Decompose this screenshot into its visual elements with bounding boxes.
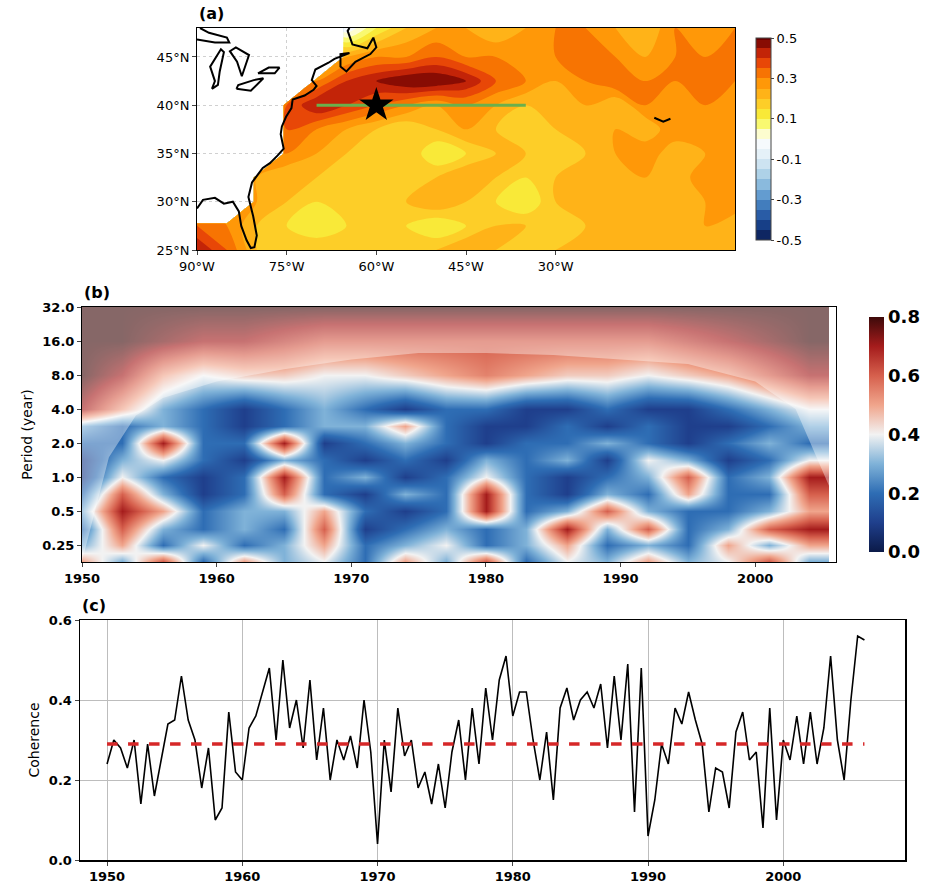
svg-text:0.6: 0.6 (49, 613, 72, 628)
svg-text:45°N: 45°N (157, 50, 190, 65)
svg-text:Period (year): Period (year) (19, 389, 35, 479)
svg-text:0.3: 0.3 (777, 71, 798, 86)
svg-text:-0.3: -0.3 (777, 192, 802, 207)
svg-text:1980: 1980 (495, 869, 531, 884)
svg-text:8.0: 8.0 (51, 368, 74, 383)
svg-text:1980: 1980 (468, 571, 504, 586)
svg-text:30°W: 30°W (538, 259, 574, 274)
svg-text:Coherence: Coherence (26, 702, 42, 777)
svg-text:0.4: 0.4 (49, 693, 72, 708)
svg-text:25°N: 25°N (157, 243, 190, 258)
svg-text:1990: 1990 (602, 571, 638, 586)
svg-text:16.0: 16.0 (42, 334, 74, 349)
svg-text:2000: 2000 (765, 869, 801, 884)
svg-text:2.0: 2.0 (51, 436, 74, 451)
svg-text:0.5: 0.5 (51, 504, 74, 519)
svg-text:45°W: 45°W (448, 259, 484, 274)
svg-text:0.0: 0.0 (49, 853, 72, 868)
svg-text:(b): (b) (84, 283, 110, 302)
svg-text:2000: 2000 (737, 571, 773, 586)
svg-text:32.0: 32.0 (42, 300, 74, 315)
svg-text:-0.5: -0.5 (777, 233, 802, 248)
svg-text:1950: 1950 (64, 571, 100, 586)
svg-text:4.0: 4.0 (51, 402, 74, 417)
svg-text:0.2: 0.2 (888, 483, 920, 504)
svg-text:1950: 1950 (89, 869, 125, 884)
svg-text:-0.1: -0.1 (777, 152, 802, 167)
svg-text:1970: 1970 (359, 869, 395, 884)
svg-text:1970: 1970 (333, 571, 369, 586)
svg-text:0.4: 0.4 (888, 424, 920, 445)
svg-text:(c): (c) (82, 596, 106, 615)
svg-text:0.0: 0.0 (888, 541, 920, 562)
svg-text:60°W: 60°W (358, 259, 394, 274)
svg-text:0.1: 0.1 (777, 111, 798, 126)
svg-text:1.0: 1.0 (51, 470, 74, 485)
svg-text:0.2: 0.2 (49, 773, 72, 788)
svg-text:40°N: 40°N (157, 98, 190, 113)
svg-text:30°N: 30°N (157, 194, 190, 209)
svg-text:90°W: 90°W (179, 259, 215, 274)
svg-text:1990: 1990 (630, 869, 666, 884)
svg-text:35°N: 35°N (157, 146, 190, 161)
svg-text:(a): (a) (199, 4, 224, 23)
svg-text:1960: 1960 (199, 571, 235, 586)
svg-text:0.8: 0.8 (888, 306, 920, 327)
svg-text:75°W: 75°W (269, 259, 305, 274)
svg-text:0.25: 0.25 (42, 538, 74, 553)
svg-text:1960: 1960 (224, 869, 260, 884)
svg-text:0.5: 0.5 (777, 31, 798, 46)
svg-text:0.6: 0.6 (888, 365, 920, 386)
